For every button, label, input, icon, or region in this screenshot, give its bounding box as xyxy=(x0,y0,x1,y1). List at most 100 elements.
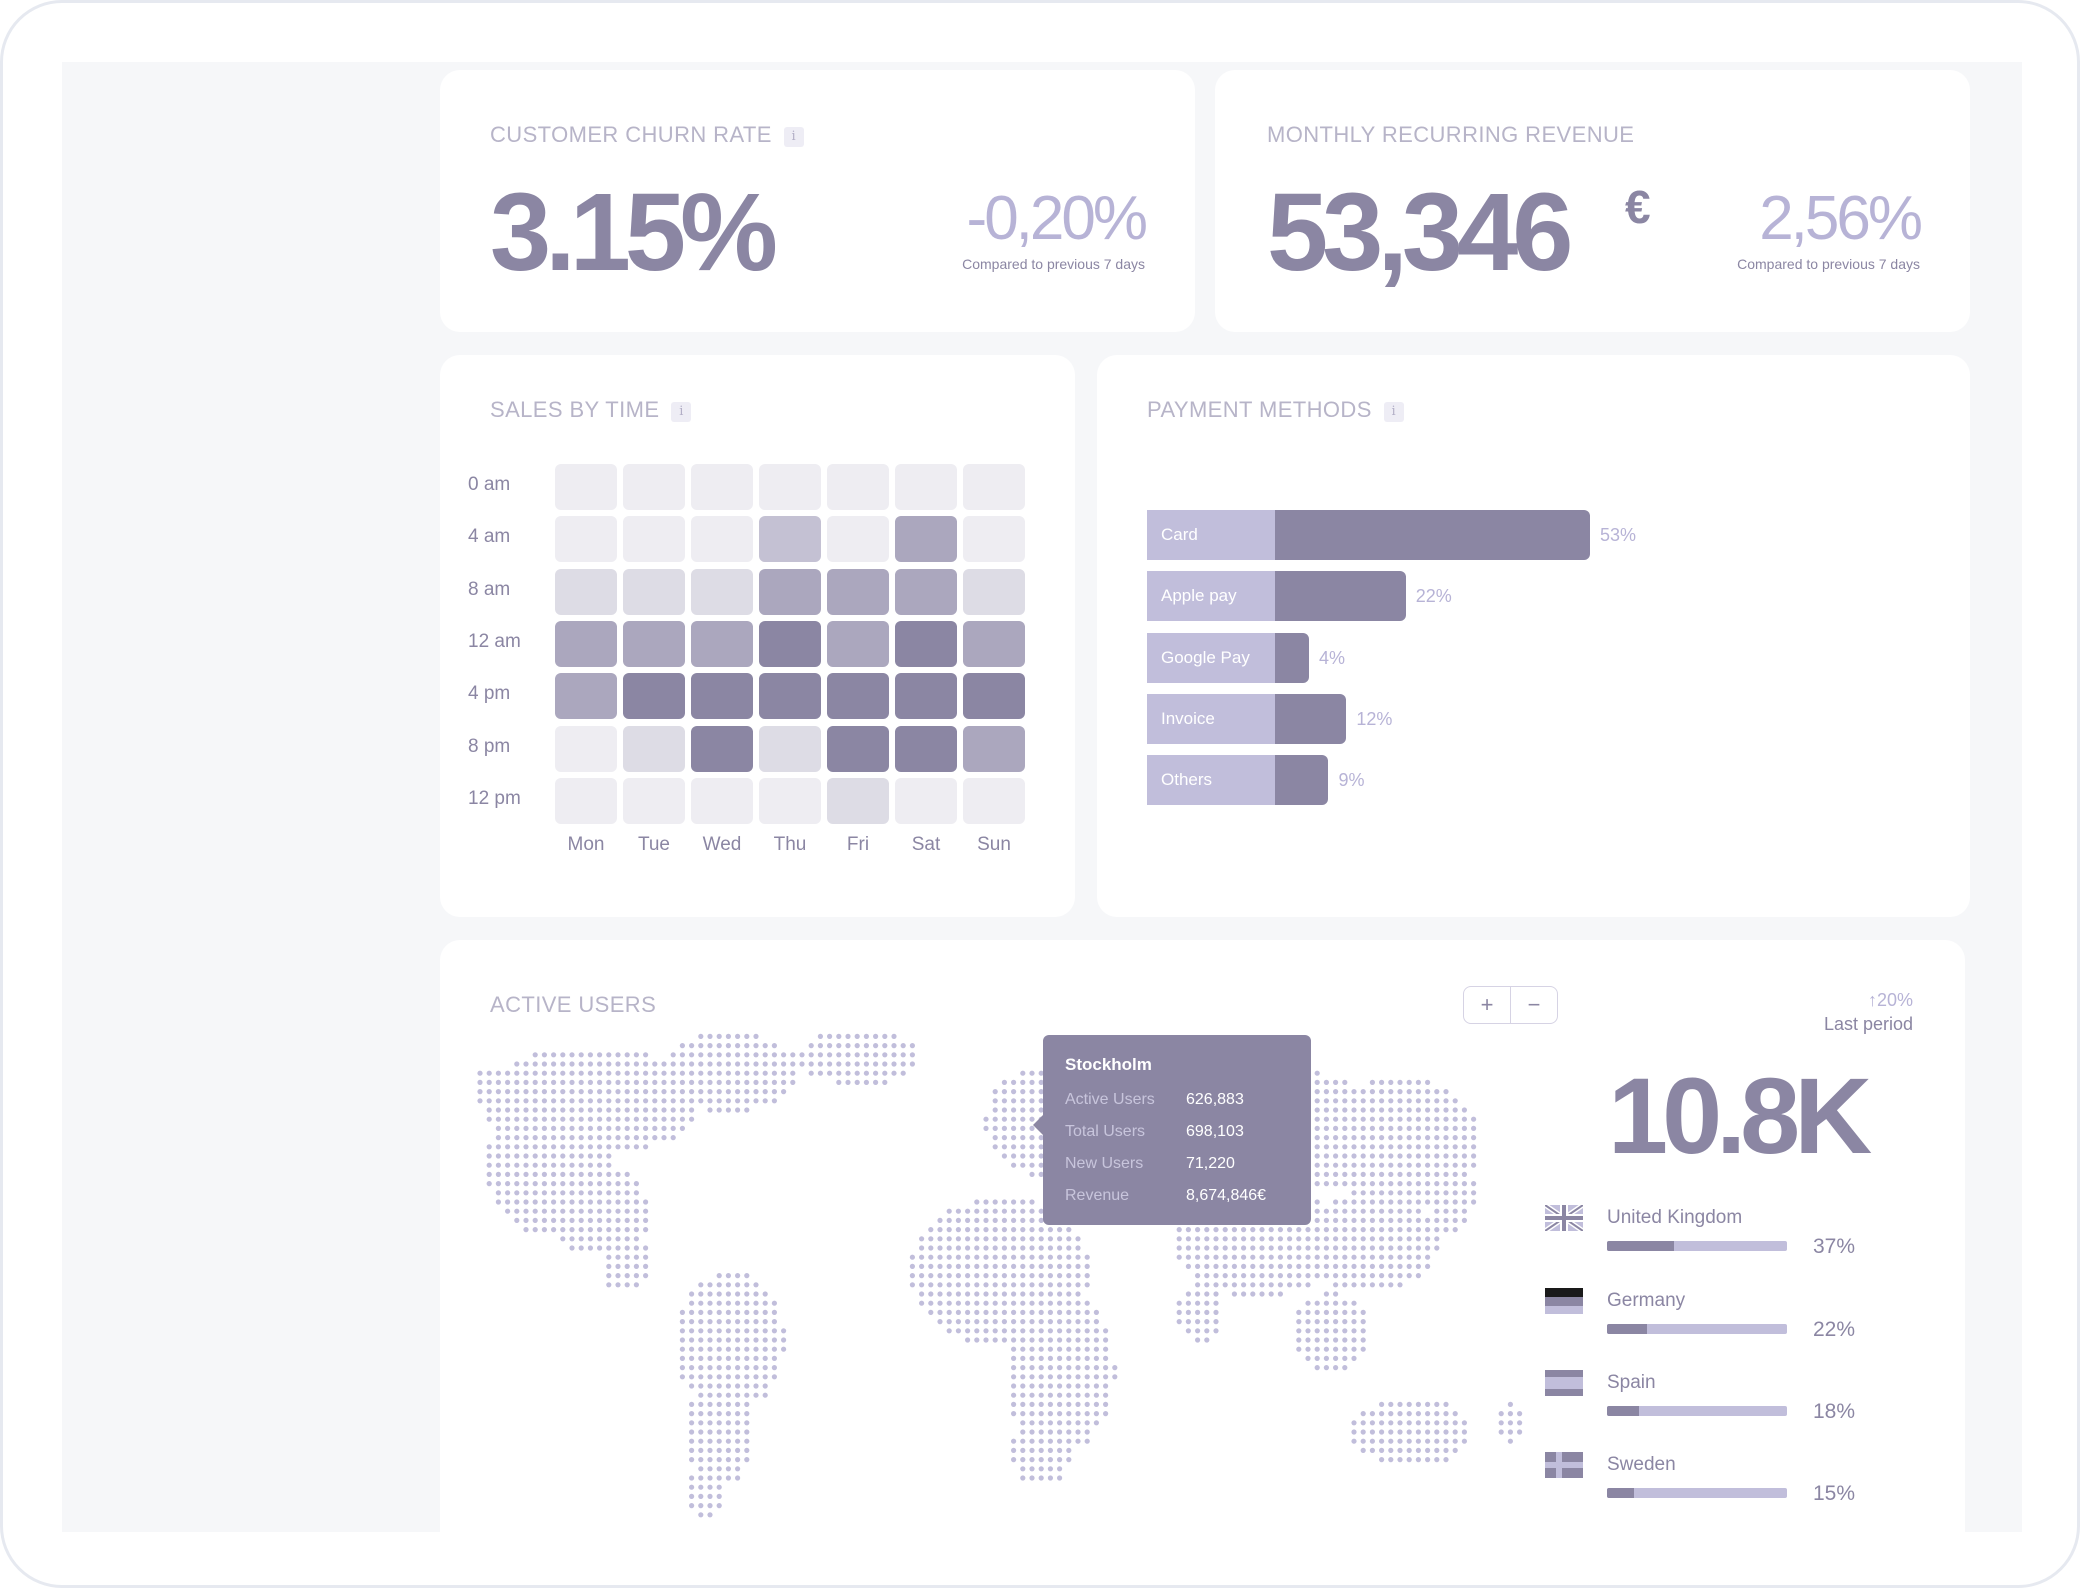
heatmap-cell[interactable] xyxy=(963,568,1025,615)
heatmap-cell[interactable] xyxy=(555,725,617,772)
map-dot xyxy=(1360,1116,1366,1122)
heatmap-cell[interactable] xyxy=(963,777,1025,824)
heatmap-cell[interactable] xyxy=(623,620,685,667)
map-dot xyxy=(615,1171,621,1177)
map-dot xyxy=(707,1401,713,1407)
map-dot xyxy=(1084,1282,1090,1288)
heatmap-cell[interactable] xyxy=(555,620,617,667)
heatmap-cell[interactable] xyxy=(827,464,889,510)
map-dot xyxy=(514,1061,520,1067)
heatmap-cell[interactable] xyxy=(691,516,753,563)
info-icon[interactable]: i xyxy=(783,127,804,147)
heatmap-cell[interactable] xyxy=(555,516,617,563)
map-dot xyxy=(1369,1227,1375,1233)
map-dot xyxy=(707,1457,713,1463)
heatmap-cell[interactable] xyxy=(759,516,821,563)
map-dot xyxy=(1038,1263,1044,1269)
heatmap-cell[interactable] xyxy=(691,673,753,720)
map-dot xyxy=(707,1033,713,1039)
heatmap-cell[interactable] xyxy=(691,725,753,772)
map-dot xyxy=(1360,1337,1366,1343)
heatmap-cell[interactable] xyxy=(555,568,617,615)
sales-title: SALES BY TIME i xyxy=(490,397,692,423)
payment-bar[interactable]: Apple pay xyxy=(1147,571,1406,622)
heatmap-cell[interactable] xyxy=(623,568,685,615)
map-dot xyxy=(744,1420,750,1426)
country-row-sweden[interactable]: Sweden 15% xyxy=(1545,1452,1855,1512)
heatmap-cell[interactable] xyxy=(963,516,1025,563)
heatmap-cell[interactable] xyxy=(623,777,685,824)
heatmap-cell[interactable] xyxy=(963,673,1025,720)
info-icon[interactable]: i xyxy=(671,402,692,422)
heatmap-cell[interactable] xyxy=(759,464,821,510)
map-dot xyxy=(1250,1245,1256,1251)
payment-bar[interactable]: Google Pay xyxy=(1147,632,1309,683)
heatmap-cell[interactable] xyxy=(691,620,753,667)
map-dot xyxy=(1020,1162,1026,1168)
heatmap-cell[interactable] xyxy=(759,568,821,615)
heatmap-cell[interactable] xyxy=(963,464,1025,510)
country-row-germany[interactable]: Germany 22% xyxy=(1545,1288,1855,1348)
heatmap-cell[interactable] xyxy=(895,777,957,824)
heatmap-cell[interactable] xyxy=(895,516,957,563)
heatmap-cell[interactable] xyxy=(827,777,889,824)
world-map[interactable] xyxy=(440,1012,1580,1532)
heatmap-cell[interactable] xyxy=(963,725,1025,772)
heatmap-cell[interactable] xyxy=(623,725,685,772)
heatmap-cell[interactable] xyxy=(555,777,617,824)
heatmap-cell[interactable] xyxy=(827,516,889,563)
map-dot xyxy=(974,1319,980,1325)
map-dot xyxy=(1397,1447,1403,1453)
map-dot xyxy=(551,1217,557,1223)
heatmap-cell[interactable] xyxy=(691,568,753,615)
map-dot xyxy=(1047,1457,1053,1463)
heatmap-cell[interactable] xyxy=(963,620,1025,667)
heatmap-cell[interactable] xyxy=(827,620,889,667)
heatmap-cell[interactable] xyxy=(827,568,889,615)
map-dot xyxy=(725,1282,731,1288)
map-dot xyxy=(716,1300,722,1306)
info-icon[interactable]: i xyxy=(1383,402,1404,422)
map-dot xyxy=(1471,1116,1477,1122)
heatmap-cell[interactable] xyxy=(827,673,889,720)
map-dot xyxy=(1314,1365,1320,1371)
payment-bar[interactable]: Others xyxy=(1147,755,1329,806)
map-dot xyxy=(587,1107,593,1113)
heatmap-cell[interactable] xyxy=(759,777,821,824)
heatmap-cell[interactable] xyxy=(895,725,957,772)
map-dot xyxy=(1461,1420,1467,1426)
map-dot xyxy=(624,1236,630,1242)
map-dot xyxy=(587,1227,593,1233)
map-dot xyxy=(633,1107,639,1113)
heatmap-cell[interactable] xyxy=(895,568,957,615)
heatmap-cell[interactable] xyxy=(623,673,685,720)
heatmap-cell[interactable] xyxy=(555,673,617,720)
zoom-out-button[interactable]: − xyxy=(1510,986,1558,1024)
country-row-uk[interactable]: United Kingdom 37% xyxy=(1545,1205,1855,1265)
map-dot xyxy=(1452,1217,1458,1223)
heatmap-cell[interactable] xyxy=(623,464,685,510)
map-dot xyxy=(1314,1355,1320,1361)
heatmap-cell[interactable] xyxy=(827,725,889,772)
map-dot xyxy=(716,1309,722,1315)
zoom-in-button[interactable]: + xyxy=(1463,986,1511,1024)
heatmap-cell[interactable] xyxy=(691,464,753,510)
map-dot xyxy=(1213,1309,1219,1315)
heatmap-cell[interactable] xyxy=(759,620,821,667)
heatmap-cell[interactable] xyxy=(555,464,617,510)
heatmap-cell[interactable] xyxy=(759,725,821,772)
heatmap-cell[interactable] xyxy=(623,516,685,563)
payment-bar[interactable]: Card xyxy=(1147,510,1590,560)
country-row-spain[interactable]: Spain 18% xyxy=(1545,1370,1855,1430)
map-dot xyxy=(863,1043,869,1049)
heatmap-cell[interactable] xyxy=(895,464,957,510)
heatmap-cell[interactable] xyxy=(691,777,753,824)
heatmap-cell[interactable] xyxy=(895,673,957,720)
heatmap-cell[interactable] xyxy=(895,620,957,667)
map-dot xyxy=(707,1374,713,1380)
heatmap-cell[interactable] xyxy=(759,673,821,720)
map-dot xyxy=(845,1052,851,1058)
map-dot xyxy=(965,1282,971,1288)
map-dot xyxy=(1001,1300,1008,1306)
payment-bar[interactable]: Invoice xyxy=(1147,693,1347,744)
